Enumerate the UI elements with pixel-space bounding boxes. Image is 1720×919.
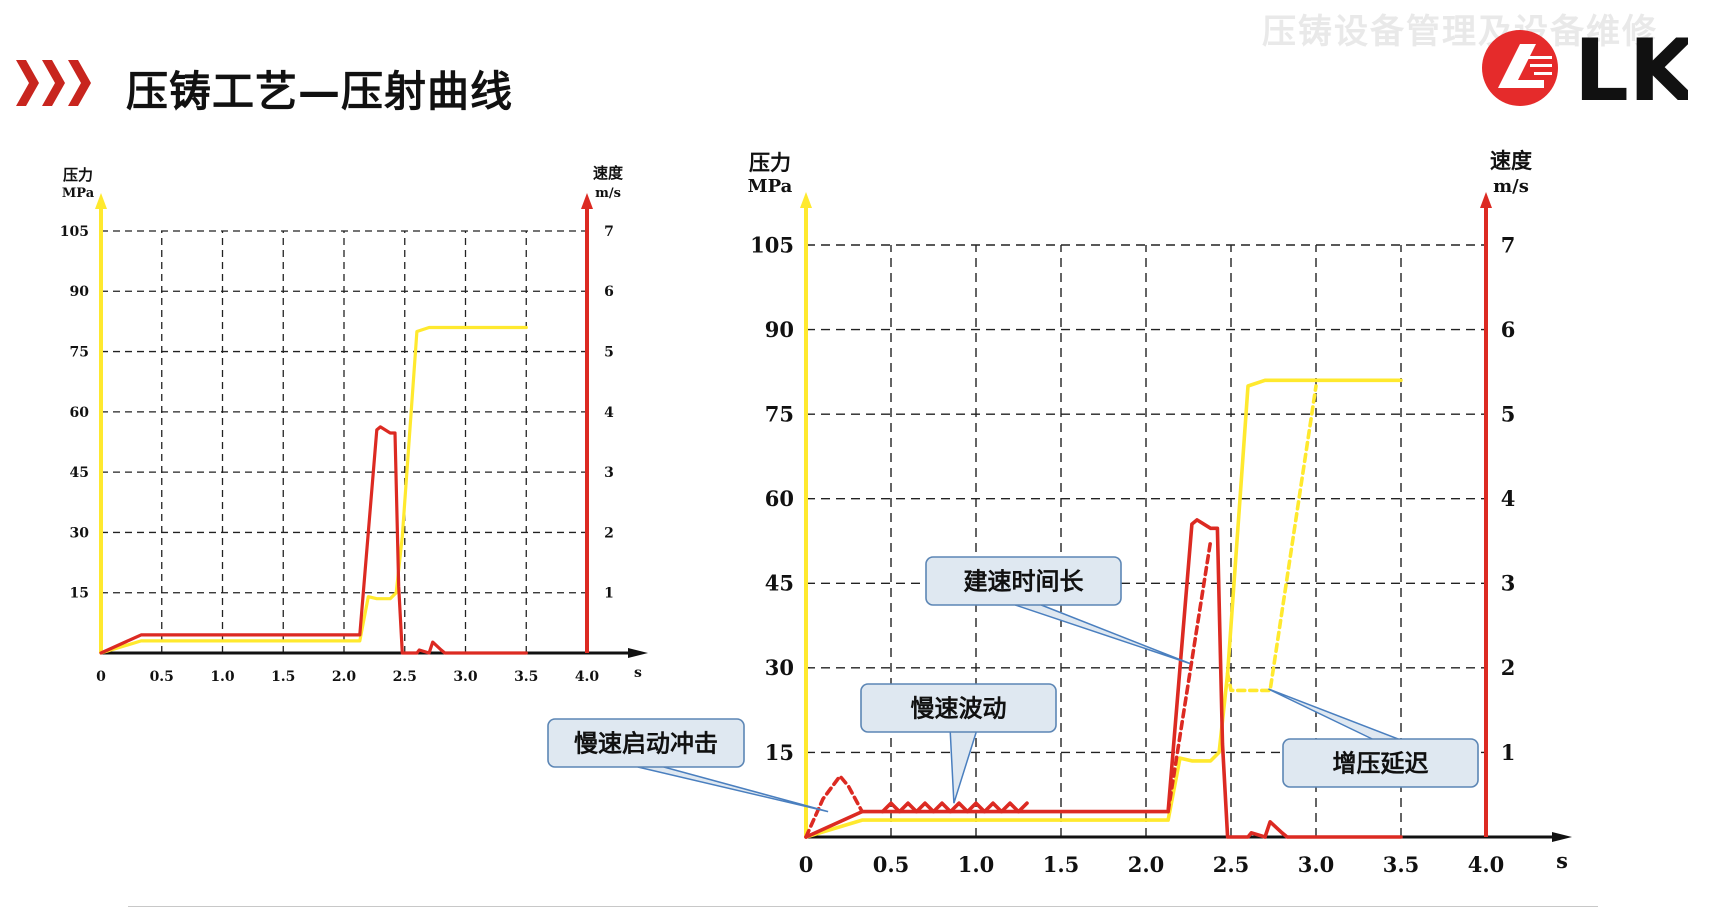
right-y-tick-label: 6	[604, 284, 614, 300]
callout-box	[1282, 738, 1479, 788]
x-tick-label: 1.5	[271, 669, 295, 685]
left-axis-unit: MPa	[748, 176, 793, 197]
x-unit-label: s	[634, 665, 642, 681]
speed-series-line	[804, 518, 1403, 839]
x-tick-label: 4.0	[1468, 852, 1505, 877]
speed-series-line	[880, 801, 1029, 814]
right-y-tick-label: 3	[1501, 571, 1516, 596]
x-tick-label: 1.5	[1043, 852, 1080, 877]
right-y-tick-label: 1	[604, 586, 614, 602]
left-axis-arrow-icon	[800, 192, 812, 208]
watermark: 压铸设备管理及设备维修	[1262, 12, 1658, 52]
x-tick-label: 0.5	[873, 852, 910, 877]
callout-pointer	[1015, 604, 1191, 665]
left-axis-title: 压力	[749, 150, 791, 175]
callout-box	[925, 556, 1122, 606]
company-logo: LK	[1482, 26, 1688, 110]
header: 压铸工艺—压射曲线 压铸设备管理及设备维修 LK	[0, 0, 1720, 140]
x-tick-label: 0	[799, 852, 814, 877]
x-tick-label: 4.0	[575, 669, 600, 685]
right-y-tick-label: 3	[604, 465, 614, 481]
page-title: 压铸工艺—压射曲线	[126, 67, 514, 116]
callout-box	[547, 718, 745, 768]
right-y-tick-label: 1	[1501, 740, 1516, 765]
left-y-tick-label: 45	[765, 571, 794, 596]
callout-pointer	[1268, 688, 1399, 740]
left-y-tick-label: 45	[70, 465, 89, 481]
x-tick-label: 0	[96, 669, 106, 685]
right-axis-unit: m/s	[1493, 176, 1529, 197]
x-axis-arrow-icon	[628, 648, 648, 658]
speed-series-line	[99, 425, 528, 655]
x-axis-arrow-icon	[1552, 832, 1572, 842]
left-y-tick-label: 15	[765, 740, 794, 765]
left-axis-arrow-icon	[95, 193, 107, 209]
callout-pointer	[949, 731, 977, 804]
callout-label: 建速时间长	[964, 568, 1085, 596]
speed-dashed-series-line	[804, 774, 864, 839]
left-y-tick-label: 60	[765, 486, 794, 511]
speed-dashed-series-line	[1166, 539, 1213, 814]
right-axis-arrow-icon	[581, 193, 593, 209]
x-tick-label: 3.0	[453, 669, 478, 685]
x-tick-label: 2.0	[1128, 852, 1165, 877]
x-tick-label: 0.5	[150, 669, 174, 685]
right-y-tick-label: 4	[604, 405, 614, 421]
x-tick-label: 2.5	[1213, 852, 1250, 877]
right-y-tick-label: 2	[604, 525, 614, 541]
left-y-tick-label: 105	[60, 224, 89, 240]
x-tick-label: 2.5	[393, 669, 417, 685]
right-y-tick-label: 7	[604, 224, 614, 240]
left-y-tick-label: 105	[750, 232, 794, 257]
x-tick-label: 3.5	[514, 669, 538, 685]
footer-divider	[128, 906, 1598, 907]
x-tick-label: 2.0	[332, 669, 357, 685]
right-y-tick-label: 2	[1501, 655, 1516, 680]
left-y-tick-label: 75	[70, 344, 89, 360]
left-y-tick-label: 30	[765, 655, 794, 680]
right-y-tick-label: 5	[1501, 401, 1516, 426]
left-y-tick-label: 75	[765, 401, 794, 426]
right-y-tick-label: 4	[1501, 486, 1516, 511]
callout-box	[860, 683, 1057, 733]
right-axis-unit: m/s	[595, 186, 621, 201]
callout-label: 慢速启动冲击	[574, 730, 718, 758]
callout-pointer	[637, 766, 829, 813]
left-y-tick-label: 30	[70, 525, 90, 541]
right-axis-title: 速度	[1490, 148, 1532, 173]
pressure-series-line	[99, 325, 528, 655]
left-axis-unit: MPa	[62, 186, 95, 201]
right-y-tick-label: 7	[1501, 232, 1516, 257]
pressure-series-line	[804, 378, 1403, 839]
left-y-tick-label: 15	[70, 586, 89, 602]
callout-label: 慢速波动	[911, 695, 1007, 723]
left-y-tick-label: 60	[70, 405, 90, 421]
callout-label: 增压延迟	[1333, 750, 1429, 778]
x-tick-label: 1.0	[958, 852, 995, 877]
right-y-tick-label: 5	[604, 344, 614, 360]
logo-text: LK	[1574, 26, 1688, 110]
x-tick-label: 3.0	[1298, 852, 1335, 877]
x-tick-label: 3.5	[1383, 852, 1420, 877]
x-tick-label: 1.0	[210, 669, 235, 685]
right-axis-arrow-icon	[1480, 192, 1492, 208]
chevron-arrows-icon	[16, 60, 91, 106]
left-axis-title: 压力	[63, 166, 93, 184]
x-unit-label: s	[1556, 848, 1568, 873]
left-y-tick-label: 90	[70, 284, 90, 300]
left-y-tick-label: 90	[765, 317, 794, 342]
grid	[101, 230, 587, 653]
right-axis-title: 速度	[593, 164, 624, 182]
pressure-dashed-series-line	[1225, 384, 1318, 693]
right-y-tick-label: 6	[1501, 317, 1516, 342]
